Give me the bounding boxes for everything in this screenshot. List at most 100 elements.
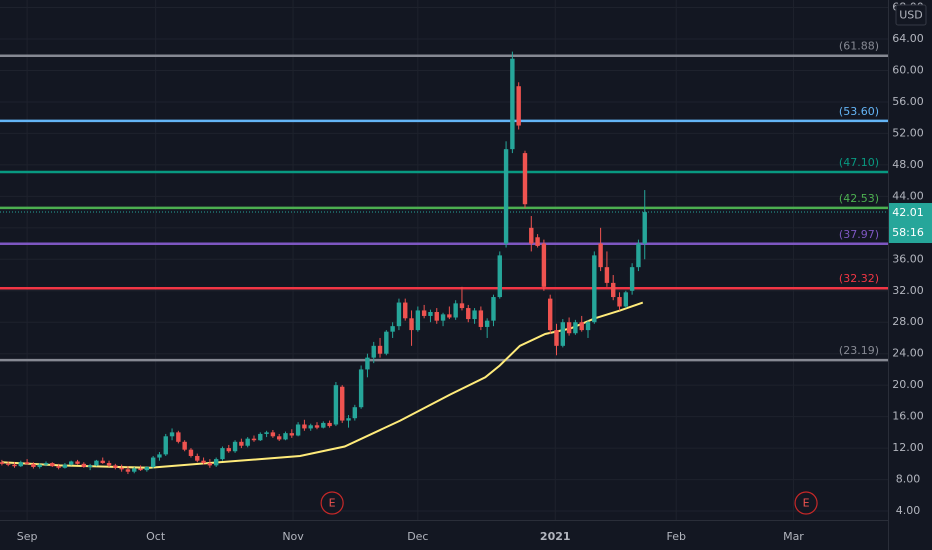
- axes: 4.00 8.00 12.00 16.00 20.00 24.00 28.00 32.00 36…: [17, 1, 932, 543]
- candle-body: [18, 462, 23, 467]
- level-label: (61.88): [839, 40, 879, 53]
- candle-body: [24, 462, 30, 464]
- candle-body: [358, 369, 364, 408]
- currency-box[interactable]: [895, 4, 927, 26]
- candle-body: [560, 322, 565, 346]
- y-tick-label: 64.00: [892, 32, 924, 45]
- candle-body: [547, 298, 553, 331]
- y-tick-label: 52.00: [892, 126, 924, 139]
- candle-body: [428, 312, 433, 316]
- candle-body: [100, 460, 105, 464]
- candle-body: [314, 425, 320, 428]
- candle-body: [321, 422, 326, 428]
- candle-body: [623, 292, 629, 307]
- candle-body: [346, 418, 351, 421]
- candle-body: [497, 255, 502, 298]
- candle-body: [535, 237, 540, 246]
- candle-body: [276, 436, 282, 440]
- candle-body: [636, 243, 641, 268]
- candle-body: [617, 297, 622, 307]
- y-tick-label: 4.00: [896, 504, 921, 517]
- candle-body: [176, 432, 181, 442]
- countdown-label: 58:16: [892, 226, 924, 239]
- candle-body: [503, 149, 509, 244]
- candle-body: [554, 330, 559, 346]
- level-label: (32.32): [839, 272, 879, 285]
- candle-body: [579, 322, 584, 331]
- candle-body: [188, 449, 194, 456]
- y-tick-label: 20.00: [892, 378, 924, 391]
- candle-body: [333, 385, 339, 425]
- candle-body: [220, 448, 225, 460]
- candle-body: [447, 314, 452, 318]
- candle-body: [12, 464, 17, 467]
- candle-body: [541, 243, 547, 287]
- candle-body: [453, 303, 458, 318]
- candle-body: [396, 302, 402, 327]
- x-tick-label: Feb: [666, 530, 685, 543]
- last-price-tag: [889, 203, 932, 244]
- candle-body: [302, 424, 307, 429]
- candle-body: [270, 432, 276, 437]
- candle-body: [598, 243, 603, 268]
- candle-body: [239, 441, 244, 446]
- candle-body: [213, 459, 219, 466]
- level-label: (47.10): [839, 156, 879, 169]
- y-tick-label: 28.00: [892, 315, 924, 328]
- candle-body: [125, 469, 131, 472]
- level-label: (53.60): [839, 105, 879, 118]
- candle-body: [62, 464, 68, 468]
- moving-average: [1, 301, 644, 469]
- x-tick-label: Oct: [146, 530, 166, 543]
- candle-body: [295, 424, 301, 436]
- candle-body: [264, 432, 269, 434]
- candle-body: [31, 463, 36, 467]
- candle-body: [434, 312, 439, 321]
- candle-body: [37, 464, 42, 467]
- level-label: (42.53): [839, 192, 879, 205]
- candle-body: [390, 326, 395, 332]
- candle-body: [384, 331, 389, 354]
- level-label: (37.97): [839, 228, 879, 241]
- y-tick-label: 16.00: [892, 410, 924, 423]
- candle-body: [642, 212, 647, 244]
- y-tick-label: 12.00: [892, 441, 924, 454]
- candle-body: [251, 438, 257, 441]
- candle-body: [585, 322, 591, 331]
- candle-body: [604, 267, 610, 283]
- candle-body: [106, 463, 112, 466]
- y-tick-label: 24.00: [892, 347, 924, 360]
- candle-body: [308, 425, 313, 429]
- candle-body: [529, 227, 534, 244]
- candle-body: [377, 345, 383, 354]
- candle-body: [365, 357, 370, 370]
- y-tick-label: 60.00: [892, 63, 924, 76]
- candle-body: [352, 407, 358, 419]
- candle-body: [69, 461, 74, 465]
- candle-body: [415, 310, 421, 331]
- x-tick-label: 2021: [540, 530, 571, 543]
- candle-body: [283, 433, 288, 440]
- candle-body: [629, 267, 635, 291]
- candle-body: [491, 297, 496, 321]
- candle-body: [478, 310, 484, 327]
- candle-body: [50, 463, 55, 467]
- y-tick-label: 36.00: [892, 252, 924, 265]
- y-tick-label: 32.00: [892, 284, 924, 297]
- candle-body: [201, 460, 206, 464]
- candle-body: [573, 322, 578, 334]
- candle-body: [516, 86, 521, 126]
- candle-body: [119, 467, 124, 470]
- candle-body: [522, 153, 528, 205]
- candle-body: [566, 322, 572, 334]
- candle-body: [144, 466, 150, 471]
- candle-body: [421, 310, 427, 316]
- candle-body: [510, 58, 515, 150]
- event-marker: [794, 491, 818, 515]
- last-price-label: 42.01: [892, 206, 924, 219]
- candle-body: [157, 454, 162, 458]
- candle-body: [132, 468, 137, 472]
- candle-body: [163, 436, 168, 455]
- x-tick-label: Sep: [17, 530, 38, 543]
- candle-body: [592, 255, 597, 323]
